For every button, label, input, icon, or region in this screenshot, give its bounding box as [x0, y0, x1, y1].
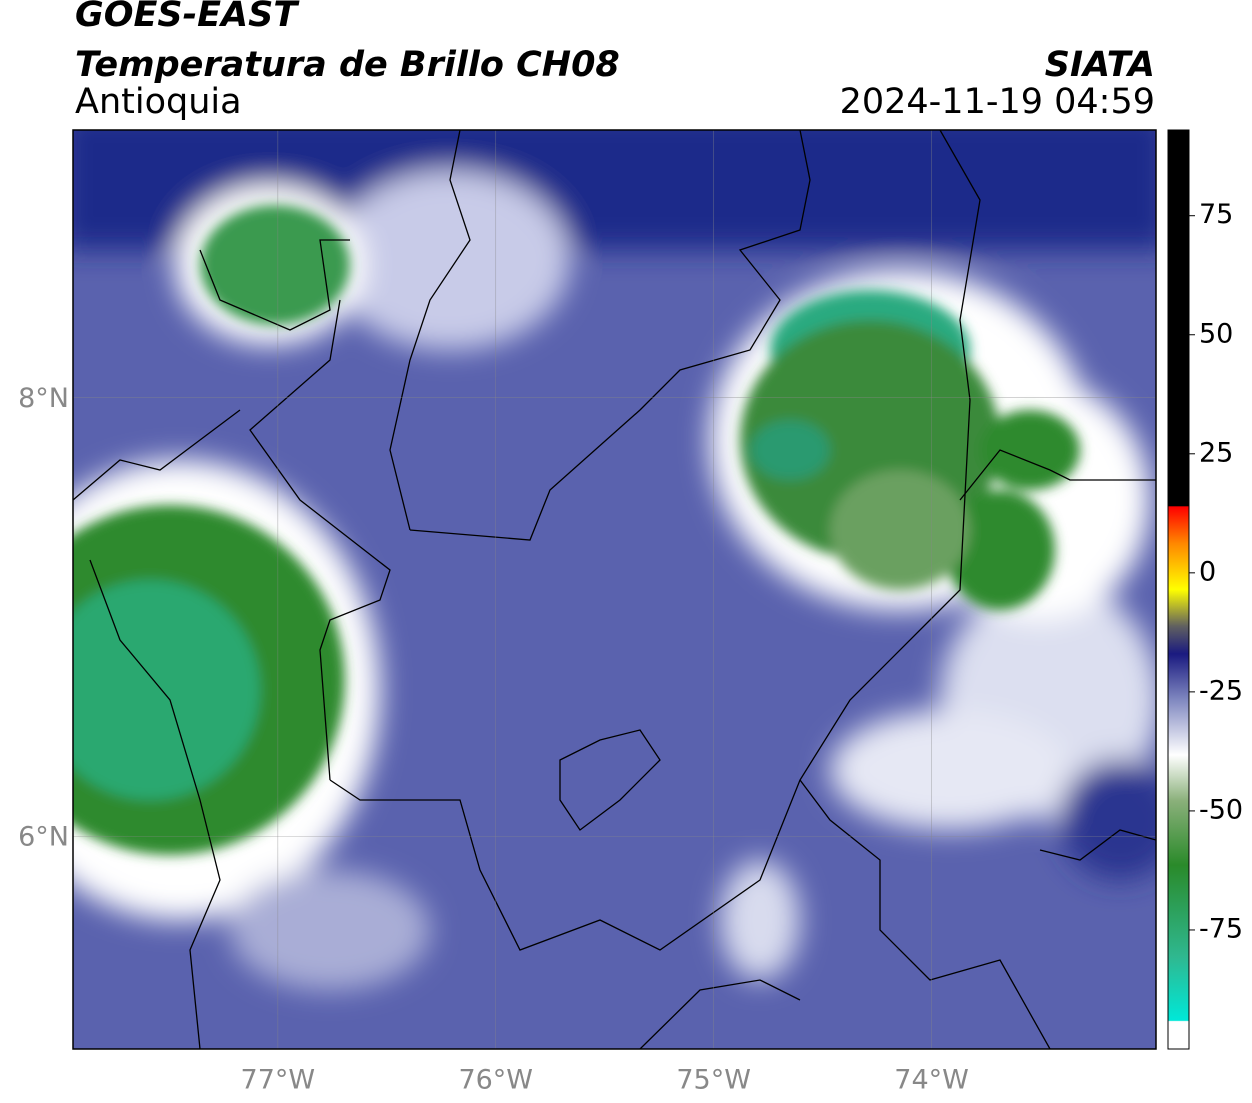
colorbar: [1167, 129, 1190, 1050]
satellite-image: [73, 130, 1156, 1049]
source: SIATA: [1045, 45, 1155, 85]
region: Antioquia: [75, 82, 242, 122]
subtitle: Temperatura de Brillo CH08: [75, 45, 620, 85]
x-tick-label: 77°W: [241, 1065, 316, 1096]
x-tick-label: 74°W: [894, 1065, 969, 1096]
colorbar-tick-label: 75: [1199, 199, 1233, 230]
colorbar-tick-label: 50: [1199, 318, 1233, 349]
title: GOES-EAST: [75, 0, 300, 35]
graticule: [73, 130, 1156, 1049]
x-tick-label: 76°W: [458, 1065, 533, 1096]
x-tick-label: 75°W: [676, 1065, 751, 1096]
y-tick-label: 6°N: [18, 822, 69, 853]
colorbar-tick-label: -50: [1199, 794, 1243, 825]
y-tick-label: 8°N: [18, 383, 69, 414]
colorbar-tick-label: -75: [1199, 913, 1243, 944]
boundaries: [73, 130, 1156, 1049]
map-frame: [72, 129, 1157, 1050]
timestamp: 2024-11-19 04:59: [840, 82, 1155, 122]
colorbar-tick-label: 25: [1199, 437, 1233, 468]
colorbar-tick-label: -25: [1199, 675, 1243, 706]
colorbar-tick-label: 0: [1199, 556, 1216, 587]
